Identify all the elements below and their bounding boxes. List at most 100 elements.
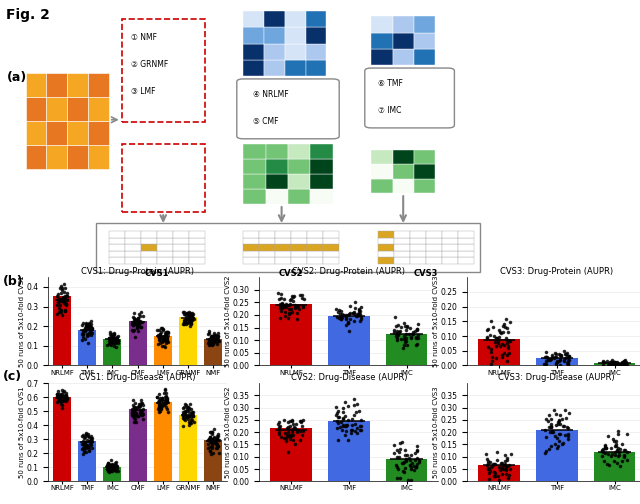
Point — [342, 311, 353, 319]
Point — [180, 317, 191, 325]
Bar — [442, 251, 458, 258]
Point — [561, 414, 571, 422]
Point — [204, 337, 214, 345]
Point — [56, 397, 66, 405]
Point — [277, 300, 287, 308]
Point — [83, 442, 93, 450]
Point — [610, 451, 620, 459]
Point — [60, 284, 70, 292]
Point — [203, 339, 213, 347]
Point — [206, 333, 216, 341]
Bar — [243, 189, 266, 204]
Point — [497, 466, 508, 474]
Point — [332, 305, 342, 313]
Point — [503, 328, 513, 336]
Point — [273, 289, 284, 297]
Point — [610, 448, 620, 456]
Point — [163, 329, 173, 337]
Point — [56, 397, 66, 405]
Point — [154, 336, 164, 344]
Point — [86, 324, 97, 332]
Point — [54, 393, 65, 401]
Bar — [291, 258, 307, 264]
Point — [128, 327, 138, 335]
Bar — [173, 231, 189, 238]
Point — [110, 461, 120, 469]
Point — [61, 392, 71, 400]
Point — [212, 335, 223, 343]
Point — [109, 334, 119, 342]
Point — [606, 444, 616, 452]
Point — [411, 464, 421, 472]
Point — [159, 332, 170, 340]
Point — [136, 399, 146, 407]
Point — [345, 302, 355, 310]
Point — [186, 405, 196, 413]
Point — [209, 433, 219, 442]
Point — [188, 313, 198, 321]
Point — [131, 410, 141, 418]
Point — [81, 324, 91, 332]
Point — [397, 438, 408, 446]
Point — [614, 448, 625, 456]
Point — [610, 359, 620, 367]
Point — [343, 402, 353, 410]
Point — [163, 336, 173, 344]
FancyBboxPatch shape — [237, 79, 339, 139]
Bar — [426, 258, 442, 264]
Point — [204, 336, 214, 344]
Point — [495, 329, 506, 337]
Point — [205, 438, 216, 446]
Point — [54, 390, 64, 398]
Point — [206, 335, 216, 343]
Point — [60, 298, 70, 306]
Point — [407, 330, 417, 338]
Point — [273, 428, 284, 436]
Point — [341, 321, 351, 329]
Point — [553, 420, 563, 428]
Point — [204, 435, 214, 444]
Point — [559, 350, 570, 358]
Point — [506, 450, 516, 458]
Point — [502, 462, 512, 470]
Point — [53, 387, 63, 395]
Point — [615, 462, 625, 470]
Point — [276, 307, 286, 316]
Point — [188, 316, 198, 324]
Point — [161, 393, 171, 401]
Point — [503, 474, 513, 482]
Point — [497, 459, 508, 467]
Point — [413, 320, 423, 328]
Point — [406, 465, 416, 473]
Point — [282, 423, 292, 431]
Point — [132, 412, 143, 420]
Point — [285, 417, 295, 425]
Point — [207, 442, 218, 450]
Point — [52, 398, 62, 406]
Point — [182, 412, 193, 420]
Point — [558, 422, 568, 430]
Point — [108, 330, 118, 338]
Point — [134, 409, 145, 417]
Point — [292, 309, 302, 317]
Point — [502, 456, 512, 464]
Point — [297, 294, 307, 302]
Point — [285, 422, 296, 430]
Point — [56, 282, 66, 290]
Point — [611, 446, 621, 454]
Bar — [109, 251, 125, 258]
Point — [411, 333, 421, 341]
Point — [183, 415, 193, 423]
Point — [275, 294, 285, 302]
Point — [60, 299, 70, 307]
Point — [183, 309, 193, 317]
Point — [554, 351, 564, 359]
Point — [131, 319, 141, 327]
Point — [106, 336, 116, 344]
Point — [349, 402, 359, 410]
Point — [285, 435, 295, 443]
Point — [545, 428, 555, 436]
Point — [136, 323, 146, 331]
Point — [353, 309, 363, 318]
Point — [179, 416, 189, 424]
